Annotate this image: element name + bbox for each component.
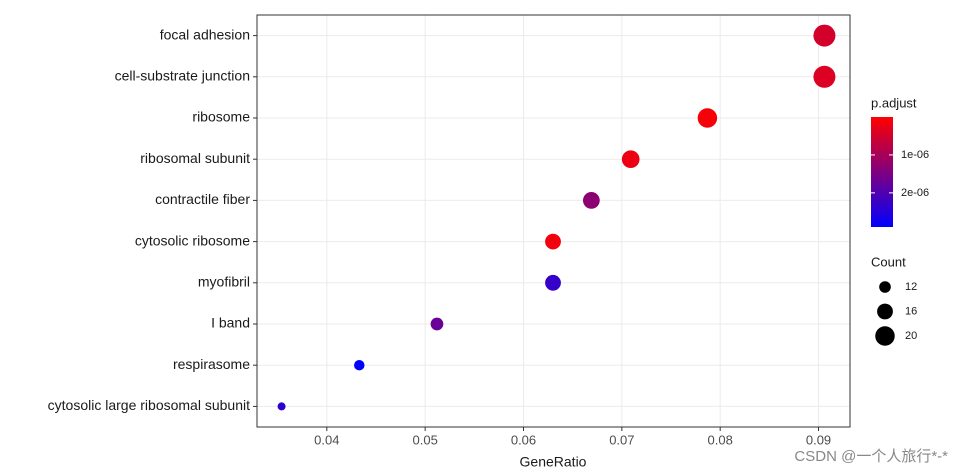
size-legend-label: 16 xyxy=(905,305,917,317)
y-tick-label: ribosome xyxy=(192,109,250,125)
color-tick-label: 2e-06 xyxy=(901,187,929,199)
y-tick-label: respirasome xyxy=(173,356,250,372)
dot xyxy=(354,359,365,371)
plot-background xyxy=(257,15,850,427)
dot xyxy=(813,65,836,88)
size-legend-label: 20 xyxy=(905,330,917,342)
size-legend-dot xyxy=(875,326,895,346)
y-tick-label: myofibril xyxy=(198,274,250,290)
y-tick-label: ribosomal subunit xyxy=(140,150,250,166)
x-axis-title: GeneRatio xyxy=(520,454,587,470)
dot xyxy=(582,192,600,209)
dot xyxy=(430,317,444,331)
y-tick-label: contractile fiber xyxy=(155,191,250,207)
color-legend-title: p.adjust xyxy=(871,95,917,110)
y-tick-label: cytosolic large ribosomal subunit xyxy=(48,397,250,413)
plot-border xyxy=(256,14,851,428)
dot xyxy=(277,402,286,411)
watermark: CSDN @一个人旅行*-* xyxy=(794,448,948,465)
y-tick-label: cytosolic ribosome xyxy=(135,232,250,248)
size-legend-label: 12 xyxy=(905,281,917,293)
x-tick-label: 0.04 xyxy=(314,432,339,447)
y-tick-label: I band xyxy=(211,315,250,331)
dot xyxy=(697,108,718,128)
dot xyxy=(621,150,640,169)
x-tick-label: 0.09 xyxy=(806,432,831,447)
size-legend-dot xyxy=(879,281,891,293)
dot xyxy=(545,233,561,250)
x-tick-label: 0.06 xyxy=(511,432,536,447)
x-tick-label: 0.07 xyxy=(609,432,634,447)
dot xyxy=(813,24,836,47)
x-tick-label: 0.08 xyxy=(708,432,733,447)
x-tick-label: 0.05 xyxy=(413,432,438,447)
size-legend-dot xyxy=(877,303,893,320)
y-tick-label: cell-substrate junction xyxy=(115,68,250,84)
color-tick-label: 1e-06 xyxy=(901,149,929,161)
dot xyxy=(545,274,561,291)
color-bar xyxy=(871,117,893,227)
y-tick-label: focal adhesion xyxy=(160,26,250,42)
size-legend-title: Count xyxy=(871,254,906,269)
